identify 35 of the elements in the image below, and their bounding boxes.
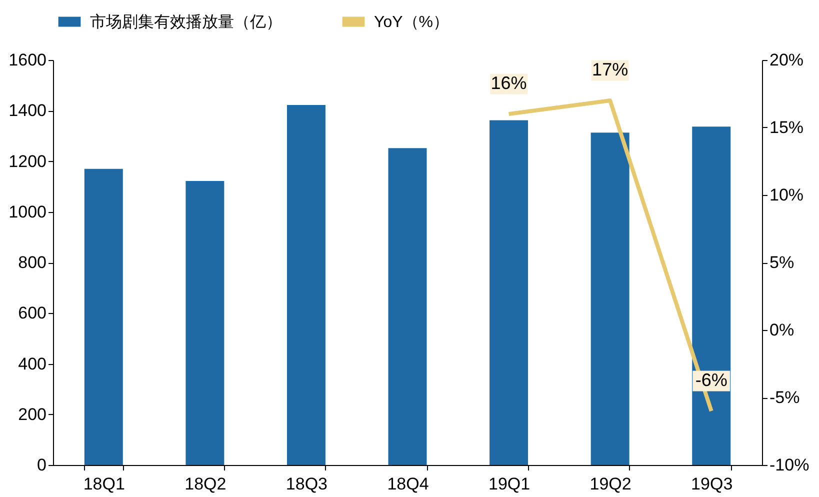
y-tick-label: 400 xyxy=(18,354,46,374)
y-tick-label: 1600 xyxy=(8,50,46,70)
y-tick-label: 200 xyxy=(18,404,46,424)
y2-tick-label: 5% xyxy=(770,253,794,272)
x-tick-label: 18Q3 xyxy=(286,474,328,494)
x-tick-label: 19Q3 xyxy=(691,474,733,494)
x-tick-label: 19Q2 xyxy=(590,474,632,494)
x-tick-label: 18Q2 xyxy=(184,474,226,494)
y2-tick-label: -10% xyxy=(770,456,810,474)
legend-label: 市场剧集有效播放量（亿） xyxy=(90,12,282,31)
bar xyxy=(286,105,326,465)
x-tick-label: 18Q1 xyxy=(83,474,125,494)
bar xyxy=(186,180,224,465)
y-tick-label: 1400 xyxy=(8,101,46,120)
x-tick-label: 19Q1 xyxy=(488,474,530,494)
data-label: -6% xyxy=(695,370,728,390)
y2-tick-label: -5% xyxy=(770,388,800,407)
bar xyxy=(84,168,123,465)
y-tick-label: 1200 xyxy=(8,152,46,171)
legend-label: YoY（%） xyxy=(374,14,449,31)
y2-tick-label: 15% xyxy=(770,118,804,137)
data-label: 17% xyxy=(592,60,628,80)
bar xyxy=(590,132,630,465)
bar xyxy=(692,126,731,465)
y-tick-label: 1000 xyxy=(8,202,46,222)
y2-tick-label: 20% xyxy=(770,50,804,70)
y-tick-label: 800 xyxy=(18,253,46,272)
y-tick-label: 0 xyxy=(37,456,46,474)
x-tick-label: 18Q4 xyxy=(387,474,429,494)
y2-tick-label: 10% xyxy=(770,186,804,204)
y-tick-label: 600 xyxy=(18,304,46,323)
data-label: 16% xyxy=(490,73,527,93)
bar xyxy=(388,148,427,465)
bar xyxy=(490,120,528,465)
y2-tick-label: 0% xyxy=(770,320,794,340)
